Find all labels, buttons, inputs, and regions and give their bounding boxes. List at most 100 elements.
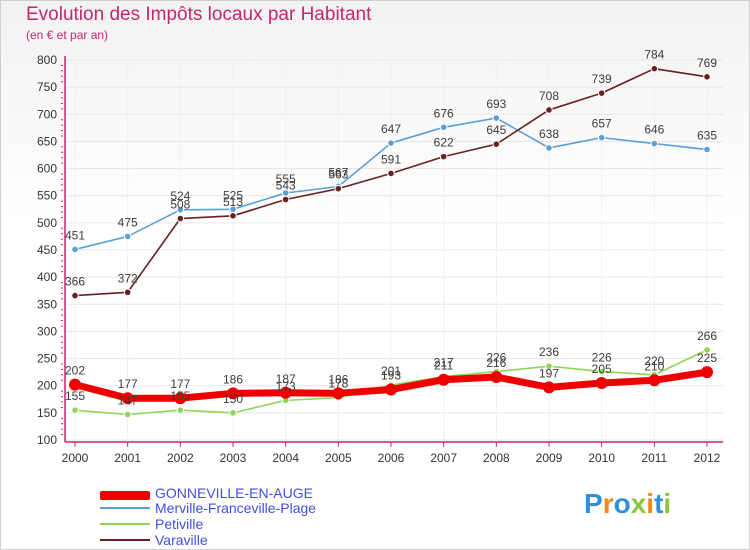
data-point xyxy=(385,383,397,396)
data-label: 147 xyxy=(118,393,138,407)
data-point xyxy=(545,144,553,152)
y-tick-label: 100 xyxy=(37,433,57,447)
data-point xyxy=(123,232,132,241)
data-label: 708 xyxy=(539,89,559,103)
data-point xyxy=(121,392,134,405)
legend-swatch-petiville xyxy=(100,523,150,525)
x-tick-label: 2009 xyxy=(536,451,563,465)
data-label: 451 xyxy=(65,228,85,242)
data-point xyxy=(176,214,185,223)
data-label: 638 xyxy=(539,127,559,141)
data-point xyxy=(229,409,237,417)
x-tick-label: 2001 xyxy=(114,451,141,465)
x-tick-label: 2003 xyxy=(220,451,247,465)
data-label: 591 xyxy=(381,152,401,166)
data-label: 513 xyxy=(223,195,243,209)
data-label: 187 xyxy=(276,372,296,386)
y-tick-label: 650 xyxy=(37,134,57,148)
data-label: 676 xyxy=(434,106,454,120)
data-label: 647 xyxy=(381,122,401,136)
data-point xyxy=(71,245,79,254)
y-tick-label: 700 xyxy=(37,107,57,121)
data-point xyxy=(543,381,555,394)
data-point xyxy=(597,89,606,97)
y-tick-label: 800 xyxy=(37,53,57,67)
data-label: 210 xyxy=(644,359,664,373)
data-point xyxy=(648,374,661,387)
data-label: 784 xyxy=(644,48,664,62)
chart-title: Evolution des Impôts locaux par Habitant xyxy=(26,4,372,25)
data-label: 186 xyxy=(223,372,243,386)
data-point xyxy=(492,140,501,148)
data-point xyxy=(387,169,395,178)
data-label: 567 xyxy=(328,165,348,179)
data-label: 524 xyxy=(170,189,190,203)
data-label: 645 xyxy=(486,123,506,137)
data-label: 177 xyxy=(170,377,190,391)
data-label: 150 xyxy=(223,392,243,406)
x-tick-label: 2005 xyxy=(325,451,352,465)
data-label: 266 xyxy=(697,329,717,343)
data-point xyxy=(597,367,606,376)
data-point xyxy=(703,346,711,354)
legend-label-varaville: Varaville xyxy=(155,532,208,548)
data-point xyxy=(437,373,450,386)
data-point xyxy=(281,195,290,204)
data-label: 173 xyxy=(276,379,296,393)
data-label: 372 xyxy=(118,271,138,285)
data-point xyxy=(123,410,132,419)
y-tick-label: 350 xyxy=(37,297,57,311)
x-tick-label: 2012 xyxy=(694,451,721,465)
data-point xyxy=(650,139,659,148)
data-point xyxy=(176,206,185,214)
data-point xyxy=(176,406,185,414)
data-point xyxy=(279,386,292,399)
data-label: 543 xyxy=(276,179,296,193)
data-point xyxy=(703,145,711,154)
data-point xyxy=(490,371,503,384)
data-label: 475 xyxy=(118,215,138,229)
y-tick-label: 550 xyxy=(37,189,57,203)
data-point xyxy=(595,377,608,389)
x-tick-label: 2008 xyxy=(483,451,510,465)
y-tick-label: 250 xyxy=(37,352,57,366)
data-point xyxy=(597,133,606,142)
data-label: 635 xyxy=(697,129,717,143)
data-label: 155 xyxy=(170,389,190,403)
data-point xyxy=(650,64,659,73)
data-label: 226 xyxy=(486,351,506,365)
data-label: 217 xyxy=(434,355,454,369)
data-point xyxy=(492,114,501,122)
data-label: 739 xyxy=(592,72,612,86)
data-label: 202 xyxy=(65,364,85,378)
data-label: 508 xyxy=(170,198,190,212)
x-tick-label: 2002 xyxy=(167,451,194,465)
proxiti-logo: Proxiti xyxy=(584,488,672,519)
data-point xyxy=(71,406,79,414)
data-point xyxy=(123,288,132,297)
data-label: 366 xyxy=(65,275,85,289)
data-label: 197 xyxy=(539,366,559,380)
data-label: 178 xyxy=(328,377,348,391)
y-tick-label: 400 xyxy=(37,270,57,284)
data-label: 186 xyxy=(328,372,348,386)
x-tick-label: 2010 xyxy=(588,451,615,465)
data-point xyxy=(545,362,553,370)
data-label: 555 xyxy=(276,172,296,186)
y-tick-label: 600 xyxy=(37,162,57,176)
data-label: 646 xyxy=(644,123,664,137)
data-label: 236 xyxy=(539,345,559,359)
x-tick-label: 2007 xyxy=(430,451,457,465)
data-label: 205 xyxy=(592,362,612,376)
data-point xyxy=(545,106,553,114)
x-tick-label: 2004 xyxy=(272,451,299,465)
data-point xyxy=(229,212,237,220)
data-point xyxy=(387,139,395,147)
data-point xyxy=(334,184,343,193)
y-tick-label: 150 xyxy=(37,406,57,420)
data-point xyxy=(439,123,448,132)
data-point xyxy=(69,378,81,391)
data-label: 563 xyxy=(328,168,348,182)
legend-swatch-varaville xyxy=(100,539,150,541)
